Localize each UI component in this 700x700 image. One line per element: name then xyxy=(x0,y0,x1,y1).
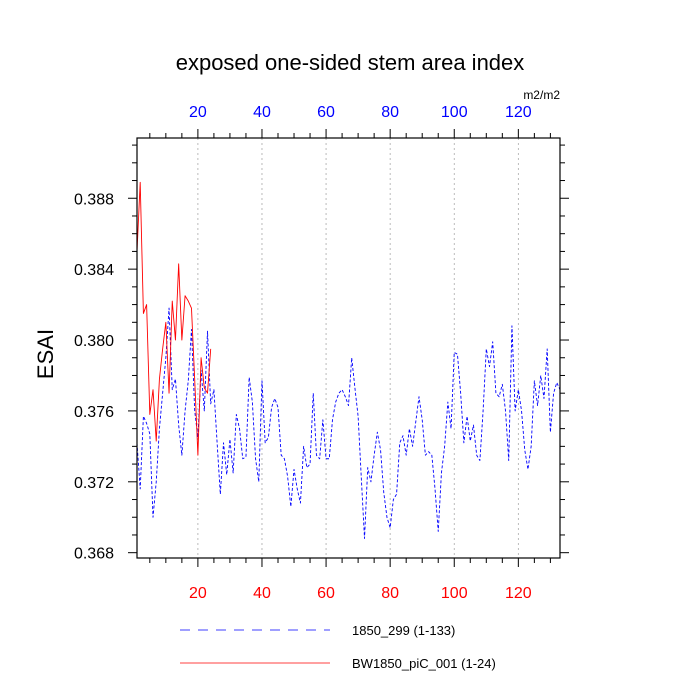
y-tick-label-5: 0.388 xyxy=(74,191,114,208)
y-tick-label-2: 0.376 xyxy=(74,404,114,421)
x-tick-label-bottom-20: 20 xyxy=(189,585,207,602)
x-tick-label-bottom-60: 60 xyxy=(317,585,335,602)
grid-layer xyxy=(197,138,519,558)
x-tick-label-top-80: 80 xyxy=(381,104,399,121)
x-tick-label-top-120: 120 xyxy=(505,104,532,121)
y-tick-label-1: 0.372 xyxy=(74,475,114,492)
x-tick-label-bottom-100: 100 xyxy=(441,585,468,602)
x-tick-label-top-60: 60 xyxy=(317,104,335,121)
y-tick-label-0: 0.368 xyxy=(74,546,114,563)
x-tick-label-bottom-40: 40 xyxy=(253,585,271,602)
x-tick-label-top-20: 20 xyxy=(189,104,207,121)
x-tick-label-top-40: 40 xyxy=(253,104,271,121)
y-tick-label-3: 0.380 xyxy=(74,333,114,350)
legend-label-bw1850: BW1850_piC_001 (1-24) xyxy=(352,656,496,671)
series-line-bw1850-pic-001 xyxy=(136,181,212,456)
tick-layer: 20 20 40 40 60 60 80 80 100 100 120 120 0.368 0.372 0.… xyxy=(74,104,569,602)
chart-title: exposed one-sided stem area index xyxy=(176,50,525,75)
y-axis-label: ESAI xyxy=(33,329,58,379)
series-line-1850-299 xyxy=(136,307,561,539)
plot-frame xyxy=(136,137,561,559)
x-tick-label-top-100: 100 xyxy=(441,104,468,121)
legend-label-1850-299: 1850_299 (1-133) xyxy=(352,623,455,638)
x-tick-label-bottom-80: 80 xyxy=(381,585,399,602)
series-layer xyxy=(136,181,561,539)
legend: 1850_299 (1-133) BW1850_piC_001 (1-24) xyxy=(180,623,496,671)
x-tick-label-bottom-120: 120 xyxy=(505,585,532,602)
units-label: m2/m2 xyxy=(523,88,560,102)
y-tick-label-4: 0.384 xyxy=(74,262,114,279)
